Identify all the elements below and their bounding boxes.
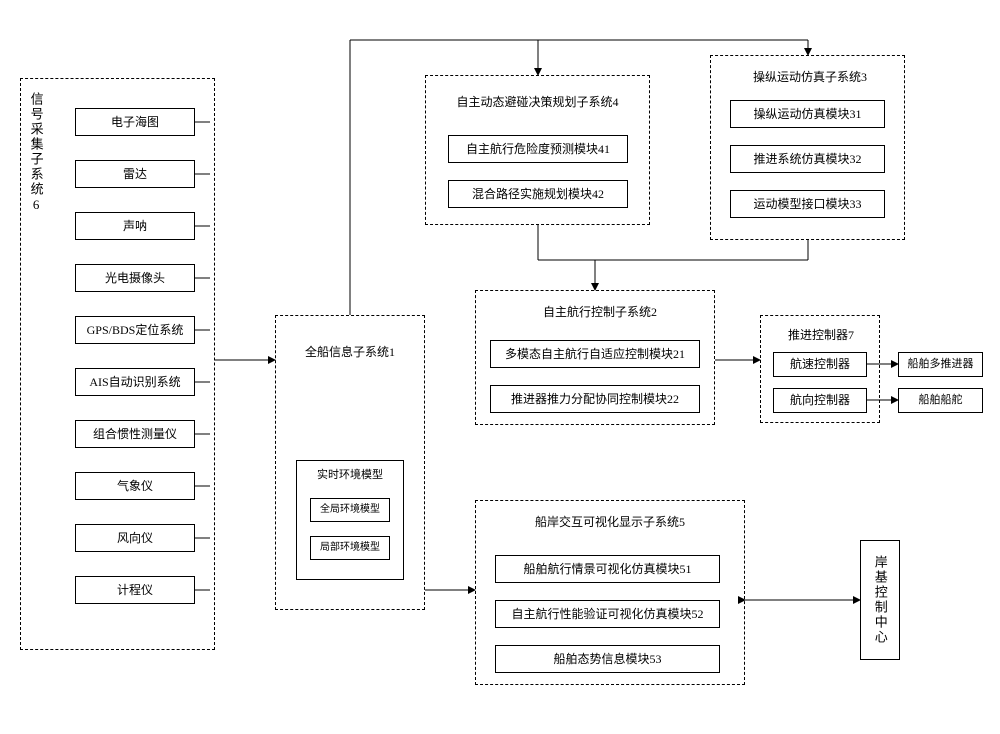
- sys4-title: 自主动态避碰决策规划子系统4: [440, 95, 635, 109]
- out1: 船舶多推进器: [898, 352, 983, 377]
- out2: 船舶船舵: [898, 388, 983, 413]
- sensor-0: 电子海图: [75, 108, 195, 136]
- sys3-m2: 推进系统仿真模块32: [730, 145, 885, 173]
- shore-center: 岸基控制中心: [860, 540, 900, 660]
- sensor-4: GPS/BDS定位系统: [75, 316, 195, 344]
- sys7-title: 推进控制器7: [786, 328, 856, 342]
- sys3-m3: 运动模型接口模块33: [730, 190, 885, 218]
- sys7-m2: 航向控制器: [773, 388, 867, 413]
- sys4-m2: 混合路径实施规划模块42: [448, 180, 628, 208]
- sensor-9: 计程仪: [75, 576, 195, 604]
- sensor-6: 组合惯性测量仪: [75, 420, 195, 448]
- env-inner2: 局部环境模型: [310, 536, 390, 560]
- sys5-m1: 船舶航行情景可视化仿真模块51: [495, 555, 720, 583]
- sensor-1: 雷达: [75, 160, 195, 188]
- sensor-7: 气象仪: [75, 472, 195, 500]
- sensor-2: 声呐: [75, 212, 195, 240]
- sys3-m1: 操纵运动仿真模块31: [730, 100, 885, 128]
- sys3-title: 操纵运动仿真子系统3: [740, 70, 880, 84]
- sys6-title: 信号采集子系统6: [28, 92, 44, 214]
- sys4-m1: 自主航行危险度预测模块41: [448, 135, 628, 163]
- sys5-title: 船岸交互可视化显示子系统5: [510, 515, 710, 529]
- sys5-m3: 船舶态势信息模块53: [495, 645, 720, 673]
- sensor-3: 光电摄像头: [75, 264, 195, 292]
- sys2-m2: 推进器推力分配协同控制模块22: [490, 385, 700, 413]
- sys5-m2: 自主航行性能验证可视化仿真模块52: [495, 600, 720, 628]
- env-inner1: 全局环境模型: [310, 498, 390, 522]
- sys2-m1: 多模态自主航行自适应控制模块21: [490, 340, 700, 368]
- env-outer-label: 实时环境模型: [317, 469, 383, 482]
- sys2-title: 自主航行控制子系统2: [530, 305, 670, 319]
- sys7-m1: 航速控制器: [773, 352, 867, 377]
- sensor-8: 风向仪: [75, 524, 195, 552]
- sys1-title: 全船信息子系统1: [300, 345, 400, 359]
- sensor-5: AIS自动识别系统: [75, 368, 195, 396]
